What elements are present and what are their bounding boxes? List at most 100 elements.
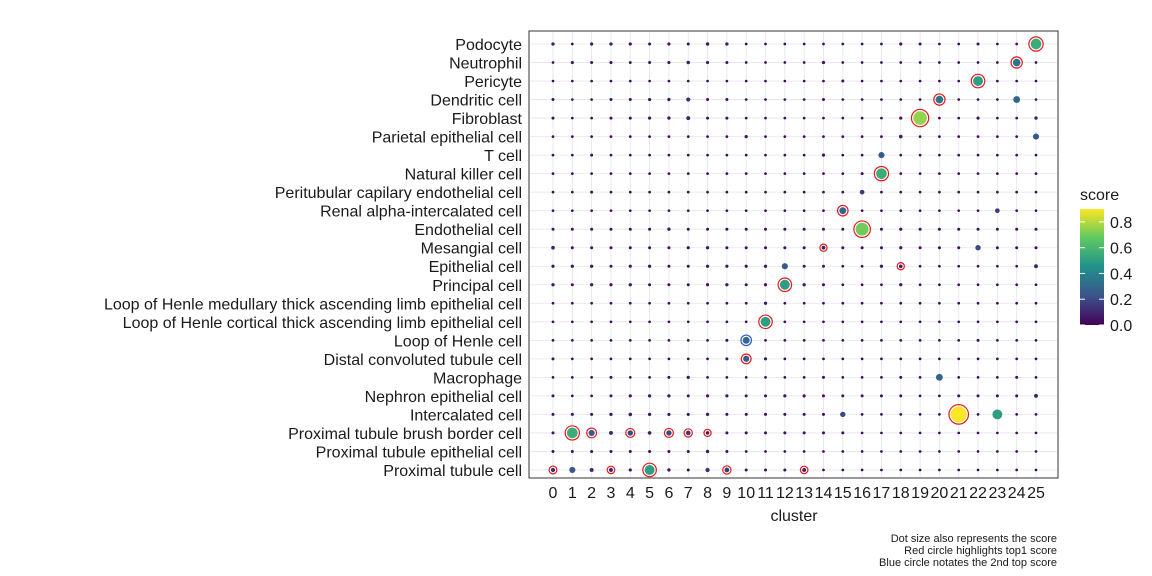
dot [783, 98, 787, 101]
dot [841, 116, 845, 120]
dot [876, 168, 887, 179]
dot [725, 135, 729, 138]
dot [860, 357, 864, 361]
dot [570, 116, 574, 120]
dot [976, 431, 980, 435]
dot [590, 135, 593, 138]
dot [1034, 468, 1038, 472]
y-tick-label: Peritubular capilary endothelial cell [275, 185, 522, 202]
dot [590, 376, 593, 379]
dot [1034, 283, 1038, 287]
dot [744, 431, 748, 435]
dot [783, 357, 787, 361]
dot [918, 431, 922, 435]
dot [706, 79, 709, 83]
dot [648, 357, 651, 361]
top2-ring [740, 334, 753, 347]
dot [566, 427, 578, 439]
dot [667, 60, 671, 65]
dot [996, 98, 999, 101]
dot [1034, 246, 1038, 250]
dot [957, 227, 961, 231]
dot [841, 246, 845, 250]
dot [647, 431, 652, 435]
y-tick-label: T cell [484, 148, 522, 165]
dot [667, 264, 671, 268]
dot [667, 357, 671, 361]
dot [725, 264, 729, 268]
dot [667, 190, 671, 194]
dot [570, 246, 574, 250]
legend-tick-label: 0.4 [1110, 266, 1132, 283]
dot [667, 449, 671, 453]
dot [918, 209, 922, 213]
dot [783, 61, 787, 64]
dot [667, 375, 671, 379]
dot [938, 468, 941, 472]
dot [628, 190, 632, 194]
dot [590, 357, 593, 361]
dot [686, 246, 690, 250]
dot [551, 376, 555, 379]
dot [628, 227, 632, 231]
dot [783, 376, 787, 379]
dot [802, 61, 806, 64]
dot [957, 190, 961, 194]
dot [647, 394, 652, 398]
dot [705, 60, 710, 65]
dot [995, 208, 1000, 214]
dot [899, 338, 903, 342]
dot [841, 98, 845, 101]
dot [880, 116, 883, 120]
dot [570, 301, 574, 305]
y-tick-label: Endothelial cell [414, 222, 522, 239]
dot [880, 450, 883, 453]
top1-ring [799, 465, 809, 475]
dot [667, 227, 671, 231]
legend-tick-label: 0.2 [1110, 292, 1132, 309]
dot [1034, 116, 1038, 120]
dot [1034, 98, 1038, 101]
dot [609, 320, 613, 324]
dot [569, 466, 576, 474]
dot [648, 153, 651, 157]
dot [880, 413, 883, 416]
dot [860, 320, 864, 324]
dot [957, 135, 961, 138]
dot [648, 209, 651, 213]
legend: score 0.0 0.2 0.4 0.6 0.8 [1080, 187, 1132, 335]
dot [957, 116, 961, 120]
dot [609, 135, 613, 138]
dot [744, 209, 748, 213]
y-tick-label: Loop of Henle cell [394, 333, 522, 350]
dot [570, 60, 574, 65]
dot [918, 283, 922, 287]
dot [706, 172, 709, 175]
dot [860, 153, 864, 157]
dot [879, 264, 884, 268]
dot [744, 450, 748, 453]
dot [802, 227, 806, 231]
dot [1034, 393, 1038, 398]
dot [957, 468, 961, 472]
dot [744, 172, 748, 175]
dot [783, 116, 787, 120]
dot [725, 431, 729, 435]
dot [1034, 61, 1038, 64]
dot [744, 190, 748, 194]
y-tick-label: Loop of Henle cortical thick ascending l… [123, 315, 522, 332]
dot [725, 209, 729, 213]
dot [705, 42, 710, 46]
dot [570, 79, 574, 83]
dot [609, 42, 613, 46]
dot [764, 61, 767, 64]
dot [821, 412, 825, 416]
dot [1015, 357, 1019, 361]
dot [839, 207, 847, 215]
dot [667, 135, 671, 138]
dot [764, 394, 768, 398]
dot [744, 79, 748, 83]
dot [627, 430, 633, 436]
dot [841, 283, 845, 287]
